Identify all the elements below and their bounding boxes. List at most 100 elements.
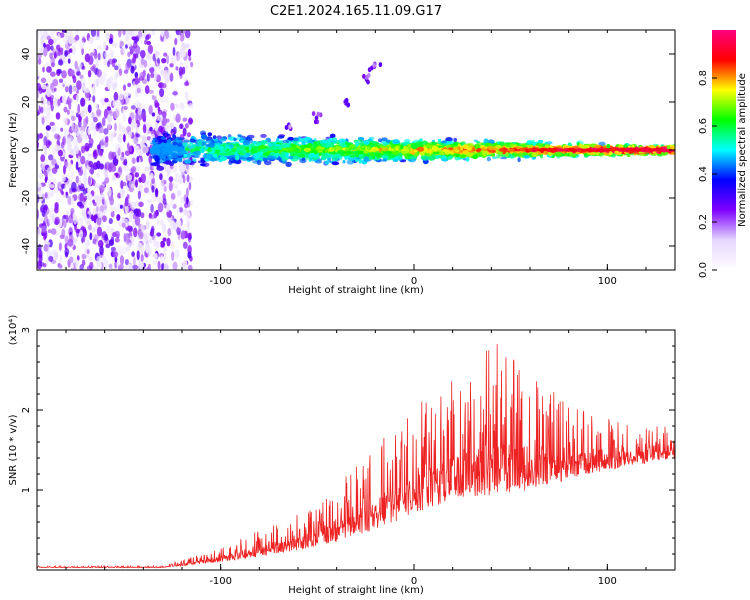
spectrogram-noise-blob: [188, 103, 194, 109]
spectrogram-noise-blob: [88, 143, 93, 149]
spectrogram-noise-blob: [50, 228, 57, 235]
spectrogram-carrier-blob: [150, 148, 158, 151]
spectrogram-noise-blob: [158, 125, 163, 133]
spectrogram-noise-blob: [138, 147, 144, 157]
spectrogram-noise-blob: [57, 149, 64, 157]
spectrogram-trace-blob: [284, 125, 289, 130]
spectrogram-noise-blob: [78, 178, 82, 186]
spectrogram-noise-blob: [55, 112, 61, 120]
spectrogram-noise-blob: [147, 198, 153, 204]
spectrogram-carrier-blob: [377, 138, 383, 143]
spectrogram-trace-blob: [313, 119, 318, 125]
spectrogram-noise-blob: [77, 120, 82, 128]
spectrogram-carrier-blob: [606, 143, 611, 149]
spectrogram-peak-blob: [584, 148, 593, 152]
spectrogram-noise-blob: [92, 116, 98, 123]
spectrogram-carrier-blob: [263, 152, 270, 156]
spectrogram-carrier-blob: [499, 142, 506, 146]
spectrogram-carrier-blob: [486, 156, 491, 162]
spectrogram-noise-blob: [116, 214, 121, 221]
spectrogram-carrier-blob: [521, 152, 529, 156]
spectrogram-noise-blob: [146, 33, 152, 39]
spectrogram-noise-blob: [170, 102, 175, 111]
spectrogram-noise-blob: [45, 117, 49, 126]
spectrogram-noise-blob: [54, 251, 59, 260]
spectrogram-noise-blob: [135, 133, 140, 138]
spectrogram-noise-blob: [55, 44, 61, 51]
spectrogram-carrier-blob: [379, 159, 387, 162]
spectrogram-noise-blob: [170, 128, 174, 134]
spectrogram-noise-blob: [174, 177, 180, 183]
spectrogram-carrier-blob: [401, 150, 409, 154]
spectrogram-noise-blob: [163, 35, 167, 44]
spectrogram-noise-blob: [151, 95, 155, 100]
spectrogram-noise-blob: [119, 40, 125, 47]
spectrogram-noise-blob: [121, 151, 125, 157]
colorbar-label: Normalized spectral amplitude: [737, 73, 748, 227]
spectrogram-carrier-blob: [332, 146, 340, 151]
spectrogram-carrier-blob: [237, 145, 245, 149]
spectrogram-noise-blob: [50, 71, 56, 77]
spectrogram-noise-blob: [182, 127, 187, 137]
spectrogram-noise-blob: [96, 226, 103, 237]
spectrogram-noise-blob: [62, 54, 66, 63]
y-tick-label: -20: [21, 190, 32, 206]
spectrogram-xlabel: Height of straight line (km): [288, 285, 424, 296]
spectrogram-carrier-blob: [149, 150, 158, 154]
spectrogram-carrier-blob: [525, 144, 533, 148]
spectrogram-carrier-blob: [190, 154, 195, 158]
spectrogram-noise-blob: [135, 166, 141, 171]
colorbar-ticks: 0.0 0.2 0.4 0.6 0.8: [698, 70, 717, 278]
spectrogram-noise-blob: [157, 196, 163, 204]
spectrogram-noise-blob: [58, 59, 64, 66]
spectrogram-noise-blob: [108, 218, 113, 225]
spectrogram-noise-blob: [91, 226, 97, 233]
spectrogram-noise-blob: [120, 125, 126, 133]
spectrogram-noise-blob: [45, 139, 51, 149]
spectrogram-noise-blob: [188, 117, 193, 125]
spectrogram-carrier-blob: [472, 154, 478, 160]
spectrogram-noise-blob: [59, 254, 63, 264]
spectrogram-carrier-blob: [267, 142, 275, 147]
spectrogram-noise-blob: [122, 30, 126, 36]
spectrogram-noise-blob: [45, 125, 51, 131]
spectrogram-noise-blob: [98, 150, 104, 157]
spectrogram-carrier-blob: [203, 153, 207, 159]
spectrogram-noise-blob: [43, 244, 49, 252]
spectrogram-noise-blob: [112, 130, 116, 138]
spectrogram-noise-blob: [75, 175, 79, 184]
spectrogram-carrier-blob: [517, 157, 521, 163]
spectrogram-noise-blob: [140, 105, 147, 111]
spectrogram-carrier-blob: [589, 152, 595, 156]
spectrogram-carrier-blob: [381, 137, 388, 142]
spectrogram-noise-blob: [41, 117, 45, 125]
spectrogram-noise-blob: [144, 85, 150, 95]
spectrogram-noise-blob: [122, 160, 128, 166]
y-tick-label: 1: [21, 487, 32, 493]
spectrogram-noise-blob: [128, 116, 132, 125]
spectrogram-noise-blob: [122, 47, 127, 54]
spectrogram-carrier-blob: [457, 146, 461, 150]
spectrogram-noise-blob: [49, 121, 55, 126]
spectrogram-noise-blob: [96, 205, 99, 213]
spectrogram-noise-blob: [145, 219, 150, 230]
spectrogram-noise-blob: [69, 69, 75, 76]
spectrogram-noise-blob: [177, 34, 181, 42]
spectrogram-carrier-blob: [355, 152, 359, 158]
spectrogram-noise-blob: [106, 224, 111, 231]
spectrogram-noise-blob: [40, 106, 44, 114]
spectrogram-carrier-blob: [287, 136, 295, 141]
spectrogram-carrier-blob: [205, 153, 213, 160]
spectrogram-noise-blob: [47, 246, 51, 252]
spectrogram-carrier-blob: [392, 139, 400, 145]
spectrogram-carrier-blob: [252, 140, 258, 144]
spectrogram-carrier-blob: [267, 145, 276, 152]
spectrogram-noise-blob: [43, 42, 46, 48]
spectrogram-noise-blob: [67, 238, 74, 247]
spectrogram-carrier-blob: [194, 150, 201, 156]
spectrogram-carrier-blob: [275, 152, 281, 157]
spectrogram-noise-blob: [172, 164, 178, 173]
spectrogram-noise-blob: [67, 58, 71, 64]
spectrogram-noise-blob: [44, 149, 47, 156]
spectrogram-noise-blob: [186, 132, 191, 138]
